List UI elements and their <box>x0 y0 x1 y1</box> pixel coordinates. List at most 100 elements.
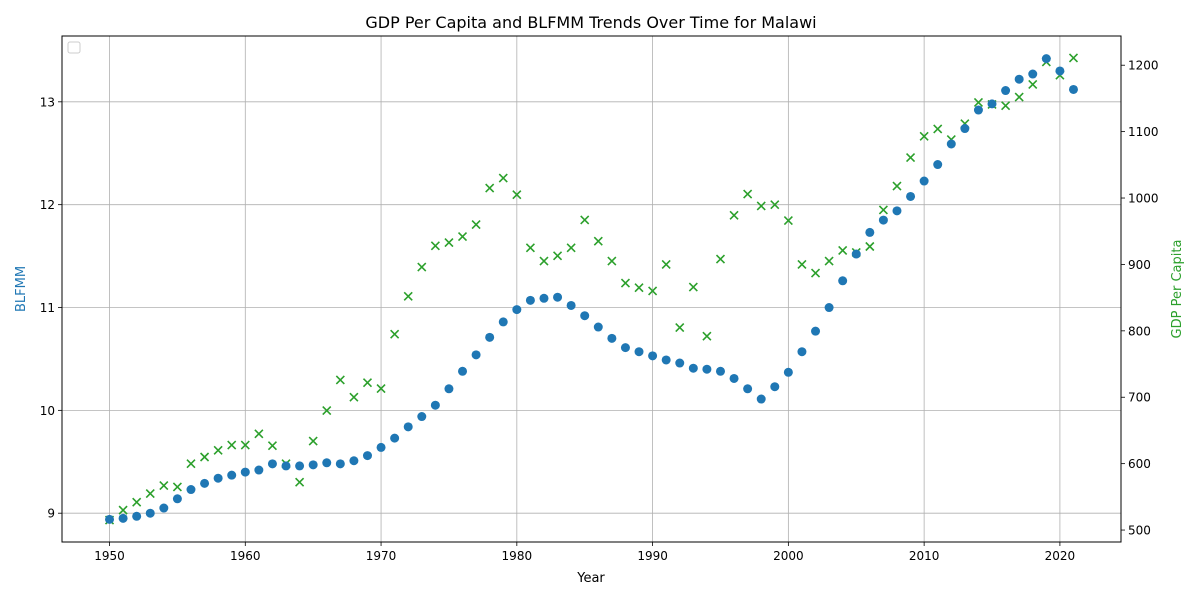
blfmm-point <box>688 363 698 373</box>
right-tick-label: 1000 <box>1128 192 1159 206</box>
gdp-point <box>580 215 590 225</box>
blfmm-series <box>105 54 1078 524</box>
gdp-point <box>905 152 916 163</box>
blfmm-point <box>906 191 916 201</box>
blfmm-point <box>172 494 182 504</box>
gdp-point <box>878 205 888 215</box>
blfmm-point <box>308 460 318 470</box>
gdp-point <box>240 440 250 450</box>
blfmm-point <box>240 467 250 477</box>
blfmm-point <box>417 412 427 422</box>
blfmm-point <box>159 503 169 513</box>
gdp-point <box>770 200 780 210</box>
blfmm-point <box>322 458 332 468</box>
blfmm-point <box>1041 54 1051 64</box>
blfmm-point <box>634 347 644 357</box>
blfmm-point <box>648 351 658 361</box>
blfmm-point <box>865 227 875 237</box>
gdp-point <box>390 329 400 339</box>
right-tick-label: 1200 <box>1128 59 1159 73</box>
right-tick-label: 800 <box>1128 324 1151 338</box>
blfmm-point <box>919 176 929 186</box>
blfmm-point <box>620 343 630 353</box>
gdp-point <box>539 256 549 266</box>
blfmm-point <box>715 366 725 376</box>
blfmm-point <box>702 364 712 374</box>
blfmm-point <box>580 311 590 321</box>
x-tick-label: 1990 <box>637 549 668 563</box>
blfmm-point <box>281 461 291 471</box>
gdp-point <box>362 378 373 388</box>
legend-box <box>67 41 81 54</box>
gdp-point <box>661 259 671 269</box>
blfmm-point <box>186 485 196 495</box>
gdp-point <box>295 477 305 487</box>
gdp-point <box>254 429 264 439</box>
right-axis-label: GDP Per Capita <box>1170 240 1185 339</box>
blfmm-point <box>973 105 983 115</box>
x-axis-label: Year <box>576 571 605 586</box>
blfmm-point <box>851 249 861 259</box>
blfmm-point <box>607 333 617 343</box>
blfmm-point <box>729 373 739 383</box>
gdp-point <box>634 283 644 293</box>
gdp-point <box>566 243 576 253</box>
blfmm-point <box>335 459 345 469</box>
right-tick-label: 600 <box>1128 457 1151 471</box>
x-tick-label: 1950 <box>94 549 125 563</box>
grid-lines <box>62 36 1121 542</box>
right-tick-label: 900 <box>1128 258 1151 272</box>
gdp-point <box>444 237 454 248</box>
gdp-point <box>213 445 223 455</box>
gdp-point <box>376 384 386 394</box>
gdp-point <box>810 268 821 278</box>
x-tick-label: 1980 <box>502 549 533 563</box>
plot-frame <box>61 35 1122 543</box>
x-axis-ticks: 1950 1960 1970 1980 1990 2000 2010 2020 <box>94 542 1075 563</box>
gdp-point <box>430 241 440 251</box>
gdp-point <box>471 220 481 230</box>
gdp-point <box>512 190 522 200</box>
gdp-point <box>525 243 535 253</box>
blfmm-point <box>390 433 400 443</box>
left-tick-label: 11 <box>40 301 55 315</box>
blfmm-point <box>933 160 943 170</box>
gdp-point <box>498 173 508 183</box>
blfmm-point <box>797 347 807 357</box>
blfmm-point <box>118 513 128 523</box>
left-tick-label: 12 <box>40 198 55 212</box>
blfmm-point <box>824 303 834 313</box>
blfmm-point <box>376 442 386 452</box>
gdp-point <box>199 452 210 462</box>
blfmm-point <box>213 473 223 483</box>
gdp-point <box>552 251 563 261</box>
gdp-point <box>308 436 318 446</box>
x-tick-label: 2020 <box>1045 549 1076 563</box>
gdp-point <box>892 181 902 191</box>
gdp-point <box>1068 53 1079 63</box>
x-tick-label: 2010 <box>909 549 940 563</box>
gdp-point <box>675 322 685 333</box>
gdp-point <box>824 256 834 266</box>
blfmm-point <box>1068 84 1078 94</box>
blfmm-point <box>105 514 115 524</box>
gdp-point <box>797 259 807 269</box>
gdp-point <box>403 291 413 301</box>
blfmm-point <box>512 305 522 315</box>
blfmm-point <box>498 317 508 327</box>
blfmm-point <box>878 215 888 225</box>
blfmm-point <box>675 358 685 368</box>
gdp-point <box>865 241 875 252</box>
left-axis-ticks: 9 10 11 12 13 <box>40 95 62 521</box>
gdp-point <box>648 286 658 296</box>
blfmm-point <box>987 99 997 109</box>
blfmm-point <box>743 384 753 394</box>
gdp-point <box>322 405 332 416</box>
blfmm-point <box>783 367 793 377</box>
blfmm-point <box>471 350 481 360</box>
gdp-point <box>688 282 698 292</box>
left-tick-label: 13 <box>40 95 55 109</box>
blfmm-point <box>946 139 956 149</box>
blfmm-point <box>811 326 821 336</box>
blfmm-point <box>132 511 142 521</box>
